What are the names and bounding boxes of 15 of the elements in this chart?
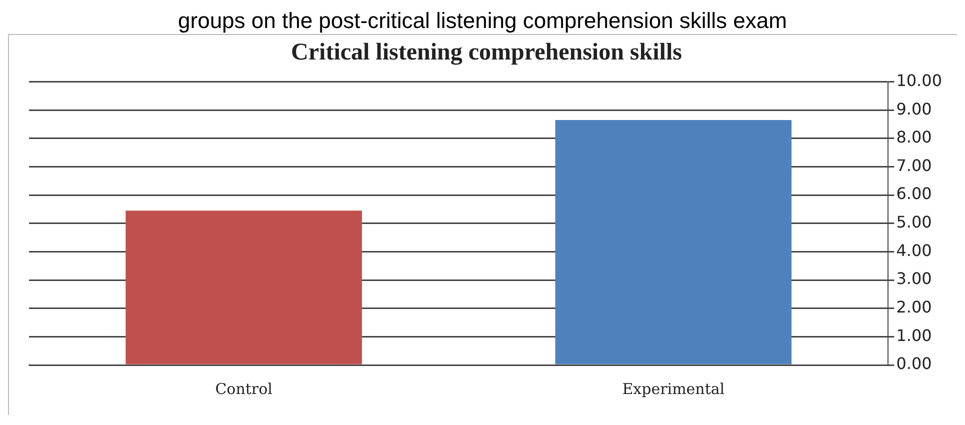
y-tick-label: 5.00 (896, 212, 932, 232)
chart-title: Critical listening comprehension skills (291, 40, 682, 66)
y-tick-label: 6.00 (896, 184, 932, 204)
y-tick-label: 0.00 (896, 354, 932, 374)
y-tick-label: 8.00 (896, 128, 932, 147)
y-tick-label: 4.00 (896, 240, 932, 260)
y-tick-label: 2.00 (896, 298, 932, 317)
y-tick-label: 1.00 (896, 326, 932, 345)
y-tick-label: 9.00 (896, 99, 932, 118)
x-tick-label: Control (215, 380, 273, 398)
text: groups on the post-critical listening comprehension skills exam (177, 8, 788, 34)
x-tick-label: Experimental (622, 380, 725, 398)
y-tick-label: 10.00 (896, 70, 942, 90)
y-tick-label: 3.00 (896, 269, 932, 288)
y-tick-label: 7.00 (896, 156, 932, 175)
